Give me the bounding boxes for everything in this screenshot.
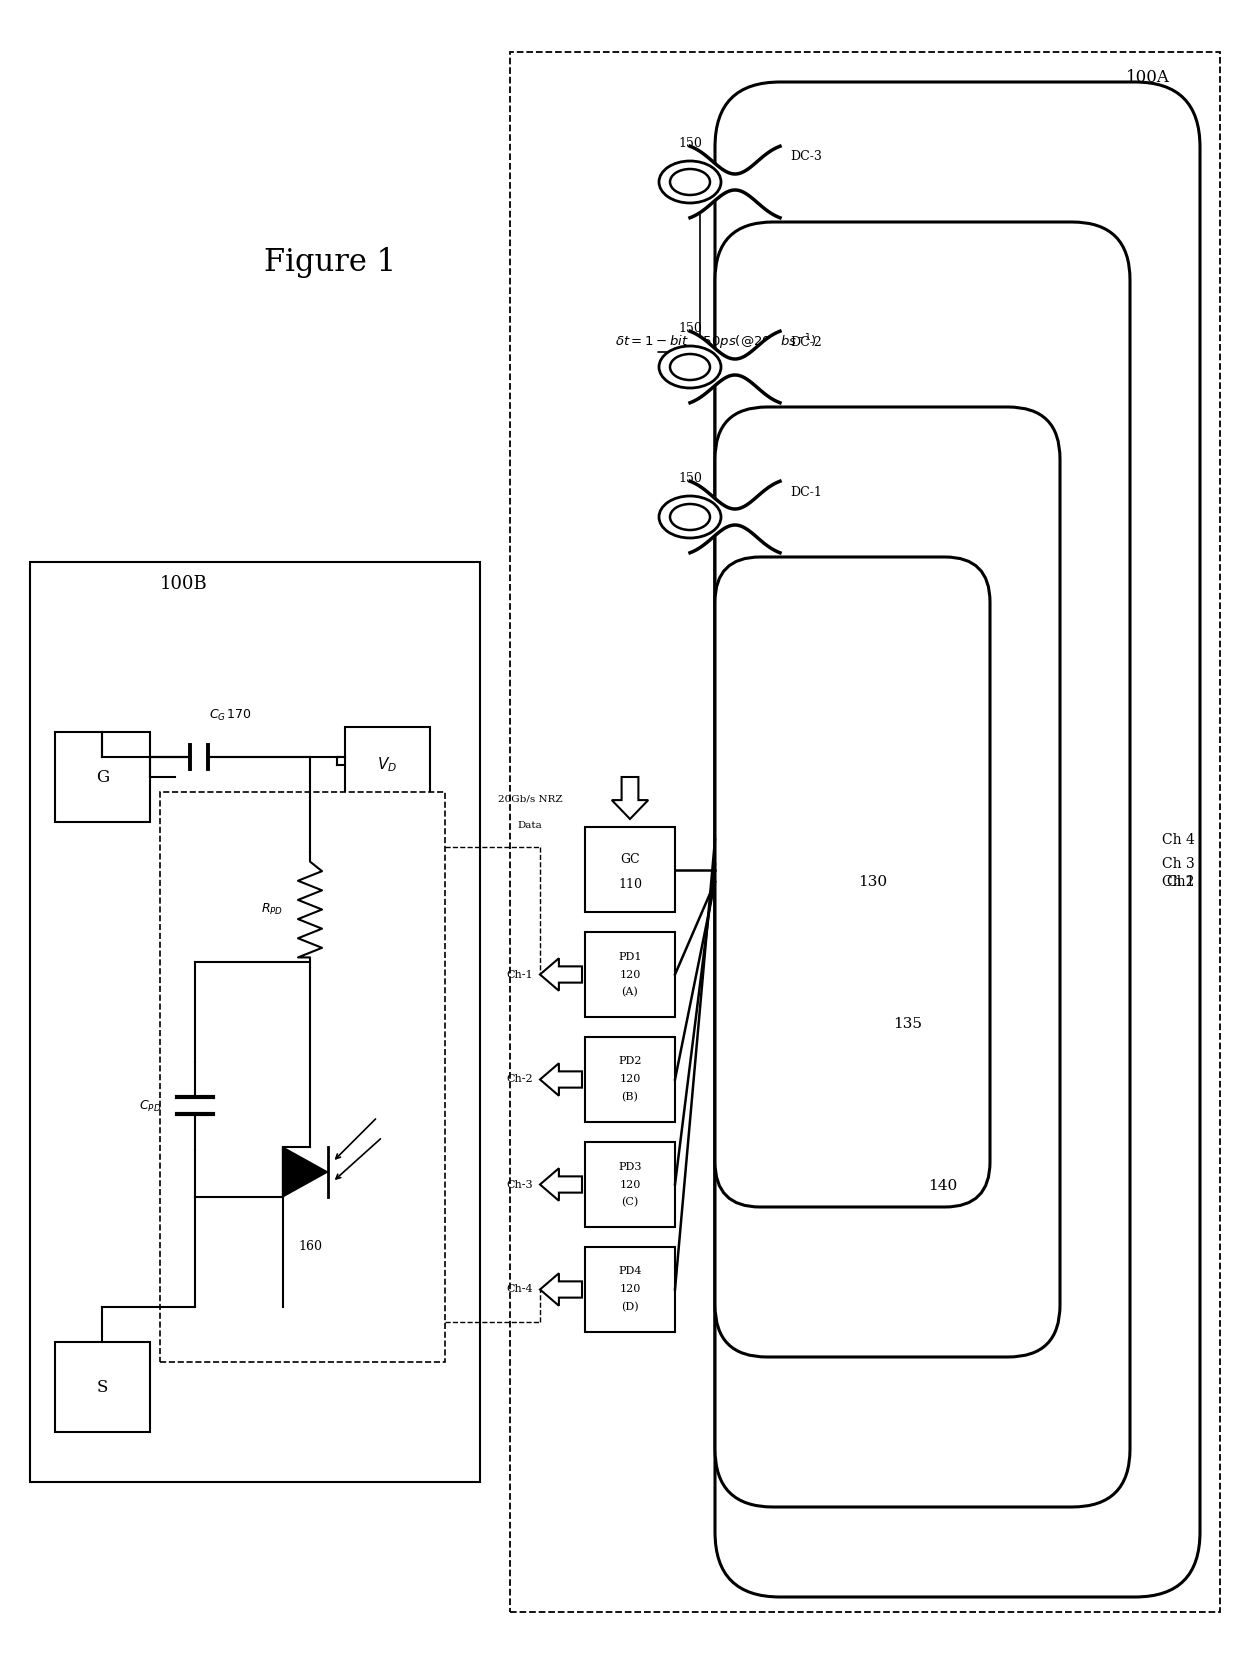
Text: 20Gb/s NRZ: 20Gb/s NRZ bbox=[497, 794, 562, 803]
Bar bbox=[55, 731, 150, 823]
Text: 150: 150 bbox=[678, 472, 702, 485]
Polygon shape bbox=[539, 1273, 582, 1306]
Text: Ch-2: Ch-2 bbox=[507, 1075, 533, 1085]
Text: 150: 150 bbox=[678, 138, 702, 151]
Text: Data: Data bbox=[517, 821, 542, 829]
Ellipse shape bbox=[658, 346, 720, 387]
Text: Ch2: Ch2 bbox=[1167, 874, 1195, 889]
Bar bbox=[585, 1246, 675, 1331]
Text: S: S bbox=[97, 1378, 108, 1396]
Text: Ch-3: Ch-3 bbox=[507, 1180, 533, 1190]
Text: 160: 160 bbox=[298, 1240, 322, 1253]
Text: 140: 140 bbox=[928, 1178, 957, 1193]
Ellipse shape bbox=[670, 504, 711, 530]
Polygon shape bbox=[539, 1168, 582, 1200]
Text: DC-1: DC-1 bbox=[790, 485, 822, 499]
Text: G: G bbox=[95, 768, 109, 786]
Text: (D): (D) bbox=[621, 1303, 639, 1313]
Ellipse shape bbox=[670, 170, 711, 194]
FancyBboxPatch shape bbox=[715, 81, 1200, 1597]
Text: PD2: PD2 bbox=[619, 1057, 642, 1067]
Text: Ch-1: Ch-1 bbox=[507, 969, 533, 979]
Bar bbox=[160, 793, 445, 1361]
Text: 100A: 100A bbox=[1126, 68, 1171, 85]
Text: 130: 130 bbox=[858, 874, 887, 889]
Polygon shape bbox=[283, 1147, 327, 1197]
Polygon shape bbox=[611, 778, 649, 819]
Ellipse shape bbox=[658, 161, 720, 203]
Bar bbox=[30, 562, 480, 1483]
Text: $C_{PD}$: $C_{PD}$ bbox=[139, 1099, 161, 1114]
Text: 120: 120 bbox=[619, 1180, 641, 1190]
Text: DC-2: DC-2 bbox=[790, 336, 822, 349]
Text: GC: GC bbox=[620, 853, 640, 866]
FancyBboxPatch shape bbox=[715, 407, 1060, 1356]
Bar bbox=[585, 932, 675, 1017]
Text: (C): (C) bbox=[621, 1197, 639, 1208]
Text: (A): (A) bbox=[621, 987, 639, 997]
Text: $C_G\,170$: $C_G\,170$ bbox=[208, 708, 252, 723]
Text: 150: 150 bbox=[678, 322, 702, 336]
Polygon shape bbox=[539, 959, 582, 991]
FancyBboxPatch shape bbox=[715, 223, 1130, 1507]
Bar bbox=[585, 1037, 675, 1122]
Ellipse shape bbox=[658, 495, 720, 538]
Text: PD3: PD3 bbox=[619, 1162, 642, 1172]
Text: DC-3: DC-3 bbox=[790, 151, 822, 163]
Text: PD4: PD4 bbox=[619, 1266, 642, 1276]
Text: 120: 120 bbox=[619, 1285, 641, 1295]
FancyBboxPatch shape bbox=[715, 557, 990, 1207]
Text: (B): (B) bbox=[621, 1092, 639, 1102]
Text: $R_{PD}$: $R_{PD}$ bbox=[260, 902, 283, 917]
Text: $\delta t = 1 - bit = 50ps(@20Gbs^{-1})$: $\delta t = 1 - bit = 50ps(@20Gbs^{-1})$ bbox=[615, 332, 816, 352]
Text: Ch 4: Ch 4 bbox=[1162, 833, 1195, 846]
Bar bbox=[345, 726, 430, 803]
Text: 120: 120 bbox=[619, 969, 641, 979]
Text: 100B: 100B bbox=[160, 575, 208, 593]
Bar bbox=[510, 52, 1220, 1612]
Bar bbox=[55, 1341, 150, 1433]
Text: 110: 110 bbox=[618, 878, 642, 891]
Text: Ch-4: Ch-4 bbox=[507, 1285, 533, 1295]
Polygon shape bbox=[539, 1064, 582, 1095]
Text: 120: 120 bbox=[619, 1075, 641, 1085]
Text: Ch 3: Ch 3 bbox=[1162, 858, 1195, 871]
Text: $V_D$: $V_D$ bbox=[377, 755, 398, 774]
Text: 135: 135 bbox=[893, 1017, 923, 1032]
Text: Figure 1: Figure 1 bbox=[264, 246, 396, 278]
Bar bbox=[585, 1142, 675, 1227]
Text: PD1: PD1 bbox=[619, 952, 642, 962]
Bar bbox=[585, 828, 675, 912]
Text: Ch 1: Ch 1 bbox=[1162, 874, 1195, 889]
Ellipse shape bbox=[670, 354, 711, 381]
